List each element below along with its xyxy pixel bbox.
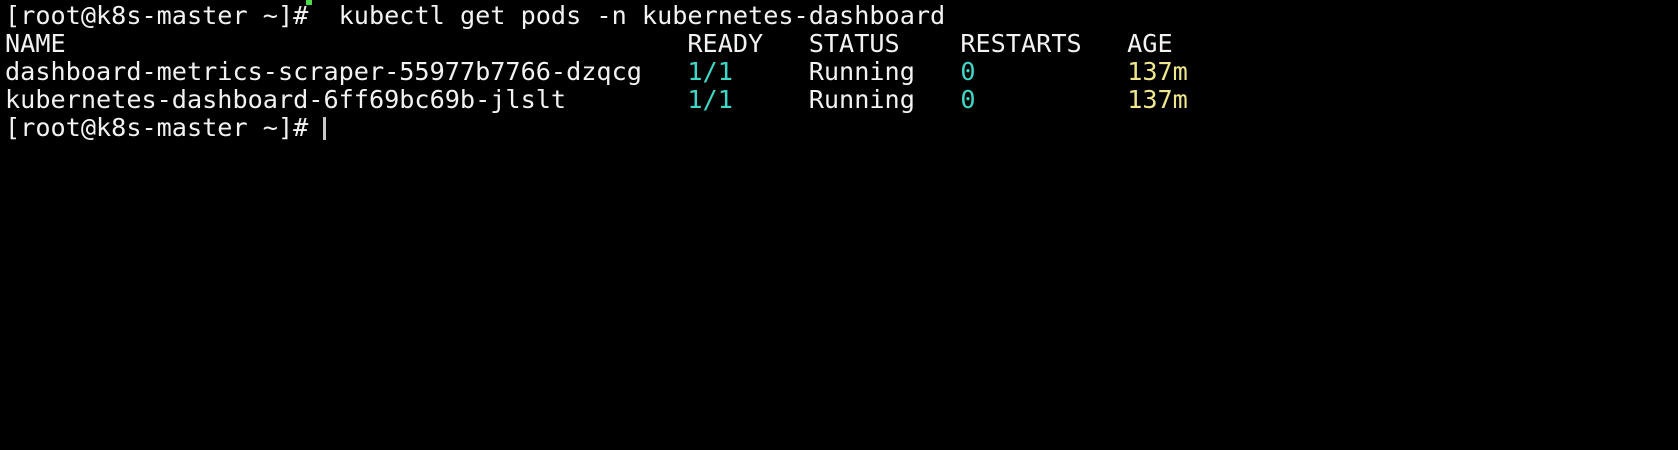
spacer (976, 57, 1128, 86)
table-header: NAME READY STATUS RESTARTS AGE (5, 29, 1173, 58)
pod-restarts: 0 (960, 85, 976, 114)
spacer (976, 85, 1128, 114)
shell-prompt: [root@k8s-master ~]# (5, 1, 309, 30)
pod-restarts: 0 (960, 57, 976, 86)
terminal-line: dashboard-metrics-scraper-55977b7766-dzq… (5, 58, 1678, 86)
shell-prompt: [root@k8s-master ~]# (5, 113, 324, 142)
clipped-green-text-artifact (306, 0, 312, 5)
pod-name: dashboard-metrics-scraper-55977b7766-dzq… (5, 57, 688, 86)
terminal-line: kubernetes-dashboard-6ff69bc69b-jlslt 1/… (5, 86, 1678, 114)
pod-status: Running (732, 57, 961, 86)
text-cursor (323, 117, 326, 140)
terminal-line: [root@k8s-master ~]# (5, 114, 1678, 142)
pod-status: Running (732, 85, 961, 114)
terminal-line: [root@k8s-master ~]# kubectl get pods -n… (5, 2, 1678, 30)
pod-ready: 1/1 (687, 57, 733, 86)
terminal-line: NAME READY STATUS RESTARTS AGE (5, 30, 1678, 58)
pod-age: 137m (1127, 57, 1188, 86)
pod-age: 137m (1127, 85, 1188, 114)
shell-command: kubectl get pods -n kubernetes-dashboard (308, 1, 946, 30)
pod-name: kubernetes-dashboard-6ff69bc69b-jlslt (5, 85, 688, 114)
pod-ready: 1/1 (687, 85, 733, 114)
terminal-output: [root@k8s-master ~]# kubectl get pods -n… (0, 0, 1678, 142)
